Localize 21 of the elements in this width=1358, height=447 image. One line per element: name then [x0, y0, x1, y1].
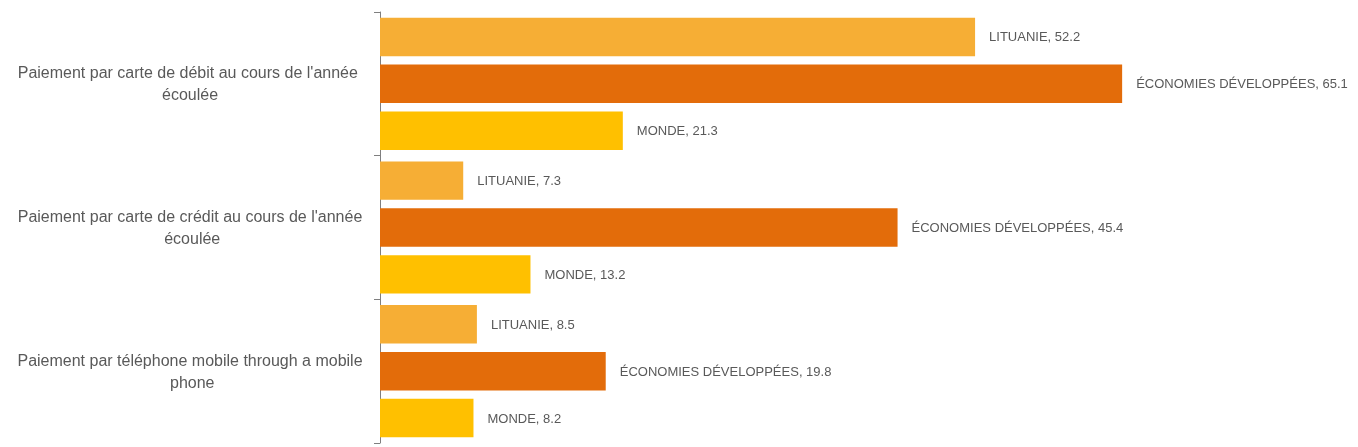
data-label: MONDE, 8.2: [487, 410, 562, 426]
data-label: MONDE, 21.3: [636, 123, 718, 139]
y-tick-label: Paiement par carte de crédit au cours de l'année écoulée: [17, 208, 363, 247]
data-label: LITUANIE, 8.5: [490, 316, 575, 332]
data-label: MONDE, 13.2: [544, 266, 626, 282]
y-tick-label: Paiement par téléphone mobile through a mobile phone: [17, 351, 363, 391]
bar: [380, 208, 898, 247]
y-tick-label: Paiement par carte de débit au cours de l'année écoulée: [17, 64, 363, 104]
bar: [380, 255, 531, 294]
bar: [380, 161, 464, 200]
data-label: ÉCONOMIES DÉVELOPPÉES, 45.4: [911, 220, 1124, 235]
data-label: LITUANIE, 52.2: [989, 29, 1081, 45]
bar: [380, 17, 976, 57]
data-label: ÉCONOMIES DÉVELOPPÉES, 19.8: [619, 363, 832, 379]
bar: [380, 64, 1123, 104]
bar: [380, 351, 606, 391]
data-label: ÉCONOMIES DÉVELOPPÉES, 65.1: [1136, 76, 1348, 92]
bar: [380, 305, 477, 344]
bar: [380, 111, 623, 150]
bar: [380, 398, 474, 438]
data-label: LITUANIE, 7.3: [477, 173, 562, 189]
